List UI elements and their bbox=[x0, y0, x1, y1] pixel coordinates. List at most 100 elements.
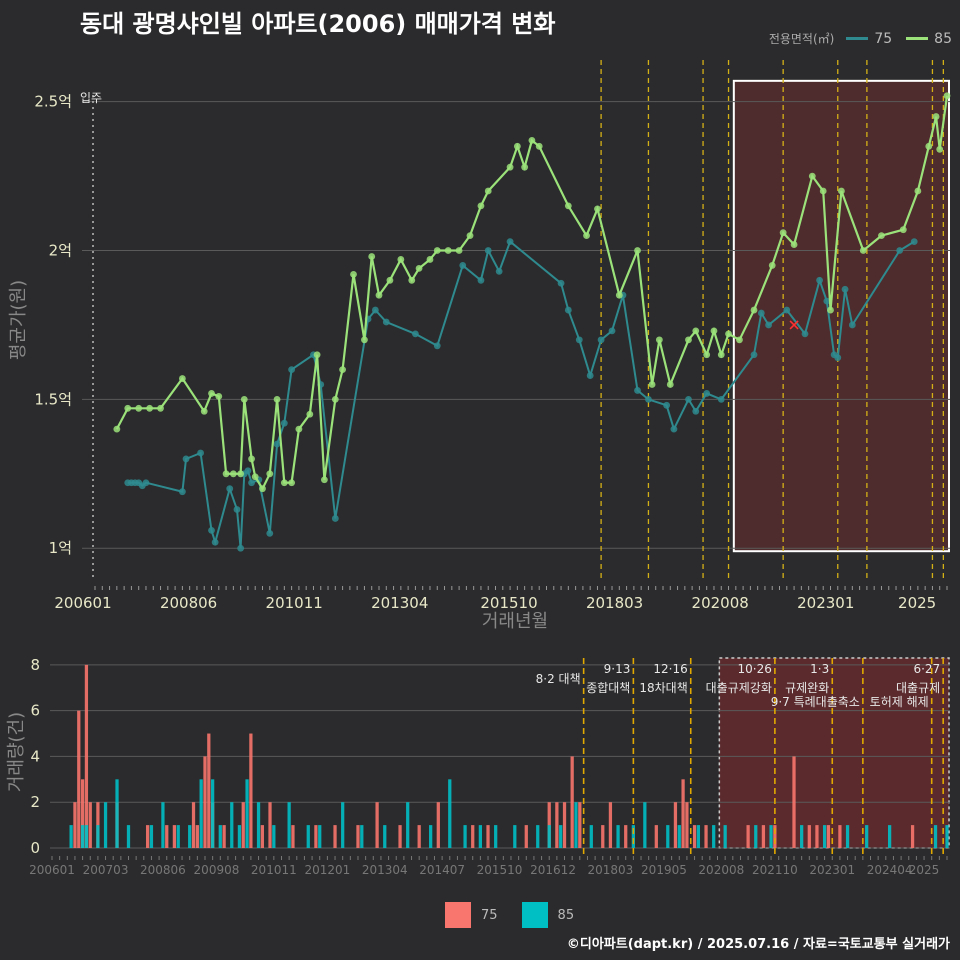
x-tick-label-bottom: 201407 bbox=[419, 863, 465, 877]
data-point-85 bbox=[594, 205, 601, 213]
data-point-85 bbox=[827, 306, 834, 314]
bar-75 bbox=[291, 825, 295, 848]
data-point-75 bbox=[266, 529, 274, 537]
data-point-75 bbox=[211, 538, 219, 546]
data-point-75 bbox=[597, 336, 605, 344]
y-axis-label: 평균가(원) bbox=[8, 280, 29, 360]
y-tick-label-bottom: 0 bbox=[30, 839, 40, 857]
data-point-85 bbox=[878, 232, 885, 240]
bar-75 bbox=[333, 825, 337, 848]
legend-line-75 bbox=[846, 37, 869, 40]
bar-85 bbox=[149, 825, 154, 848]
x-tick-label: 201510 bbox=[480, 594, 537, 612]
y-tick-label: 2.5억 bbox=[34, 93, 72, 111]
data-point-75 bbox=[823, 297, 831, 305]
bar-75 bbox=[673, 802, 678, 848]
data-point-75 bbox=[142, 479, 150, 487]
legend-bottom-label-85: 85 bbox=[557, 907, 575, 923]
data-point-75 bbox=[248, 479, 255, 487]
event-label-name: 종합대책 bbox=[586, 680, 630, 695]
data-point-85 bbox=[564, 202, 572, 210]
data-point-75 bbox=[608, 327, 616, 335]
data-point-75 bbox=[459, 262, 467, 269]
bar-75 bbox=[222, 825, 226, 848]
data-point-85 bbox=[513, 142, 521, 150]
bar-75 bbox=[314, 825, 318, 848]
bar-75 bbox=[88, 802, 92, 848]
data-point-75 bbox=[801, 330, 809, 338]
bar-75 bbox=[486, 825, 490, 848]
data-point-85 bbox=[135, 404, 143, 412]
legend-top: 전용면적(㎡) 75 85 bbox=[769, 30, 952, 47]
data-point-85 bbox=[178, 375, 186, 382]
y-axis-label-bottom: 거래량(건) bbox=[6, 712, 27, 792]
data-point-85 bbox=[925, 142, 933, 150]
bar-85 bbox=[513, 825, 517, 848]
bar-85 bbox=[463, 825, 467, 848]
data-point-85 bbox=[692, 327, 700, 335]
bar-75 bbox=[681, 779, 685, 848]
data-point-85 bbox=[790, 241, 798, 248]
data-point-75 bbox=[382, 318, 390, 326]
data-point-85 bbox=[248, 455, 255, 463]
bar-75 bbox=[562, 802, 567, 848]
bar-85 bbox=[574, 802, 578, 848]
bar-85 bbox=[406, 802, 410, 848]
data-point-75 bbox=[896, 247, 904, 254]
data-point-85 bbox=[408, 276, 416, 284]
bar-75 bbox=[692, 825, 697, 848]
data-point-75 bbox=[586, 372, 594, 379]
data-point-75 bbox=[750, 351, 758, 359]
bar-85 bbox=[478, 825, 483, 848]
data-point-75 bbox=[765, 321, 772, 329]
data-point-85 bbox=[157, 404, 164, 412]
event-label-name: 규제완화 bbox=[785, 681, 829, 695]
bar-85 bbox=[723, 825, 727, 848]
cross-marker bbox=[789, 320, 799, 330]
data-point-85 bbox=[146, 404, 154, 412]
y-tick-label-bottom: 8 bbox=[30, 656, 40, 674]
data-point-75 bbox=[495, 267, 503, 275]
event-label-name: 18차대책 bbox=[639, 680, 687, 695]
data-point-75 bbox=[237, 544, 245, 552]
event-label-date: 6·27 bbox=[913, 662, 940, 676]
event-label-date: 12·16 bbox=[653, 662, 687, 676]
bar-75 bbox=[547, 802, 551, 848]
bar-85 bbox=[677, 825, 681, 848]
data-point-75 bbox=[816, 276, 823, 284]
bar-85 bbox=[199, 779, 203, 848]
data-point-85 bbox=[768, 262, 776, 269]
bar-75 bbox=[203, 756, 207, 848]
bar-85 bbox=[306, 825, 310, 848]
x-tick-label: 2025 bbox=[898, 594, 936, 612]
bar-85 bbox=[230, 802, 234, 848]
bar-75 bbox=[555, 802, 559, 848]
bar-75 bbox=[624, 825, 628, 848]
data-point-75 bbox=[208, 526, 215, 534]
bar-75 bbox=[761, 825, 766, 848]
data-point-85 bbox=[583, 232, 590, 240]
data-point-85 bbox=[361, 336, 368, 344]
bar-75 bbox=[77, 710, 81, 848]
data-point-85 bbox=[703, 351, 711, 359]
x-tick-label-bottom: 201803 bbox=[588, 863, 634, 877]
bar-75 bbox=[807, 825, 811, 848]
x-tick-label-bottom: 202008 bbox=[698, 863, 744, 877]
bar-75 bbox=[73, 802, 77, 848]
legend-top-title: 전용면적(㎡) bbox=[768, 32, 835, 46]
bar-85 bbox=[237, 825, 242, 848]
y-tick-label: 1.5억 bbox=[34, 390, 72, 408]
x-tick-label-bottom: 201612 bbox=[530, 863, 576, 877]
bar-75 bbox=[145, 825, 150, 848]
data-point-85 bbox=[397, 256, 405, 263]
data-point-85 bbox=[506, 163, 514, 171]
bar-85 bbox=[769, 825, 773, 848]
bar-85 bbox=[696, 825, 701, 848]
bar-85 bbox=[845, 825, 850, 848]
bar-85 bbox=[712, 825, 716, 848]
data-point-75 bbox=[477, 276, 485, 284]
data-point-85 bbox=[273, 395, 281, 403]
bar-75 bbox=[260, 825, 264, 848]
legend-bottom-label-75: 75 bbox=[481, 907, 498, 923]
